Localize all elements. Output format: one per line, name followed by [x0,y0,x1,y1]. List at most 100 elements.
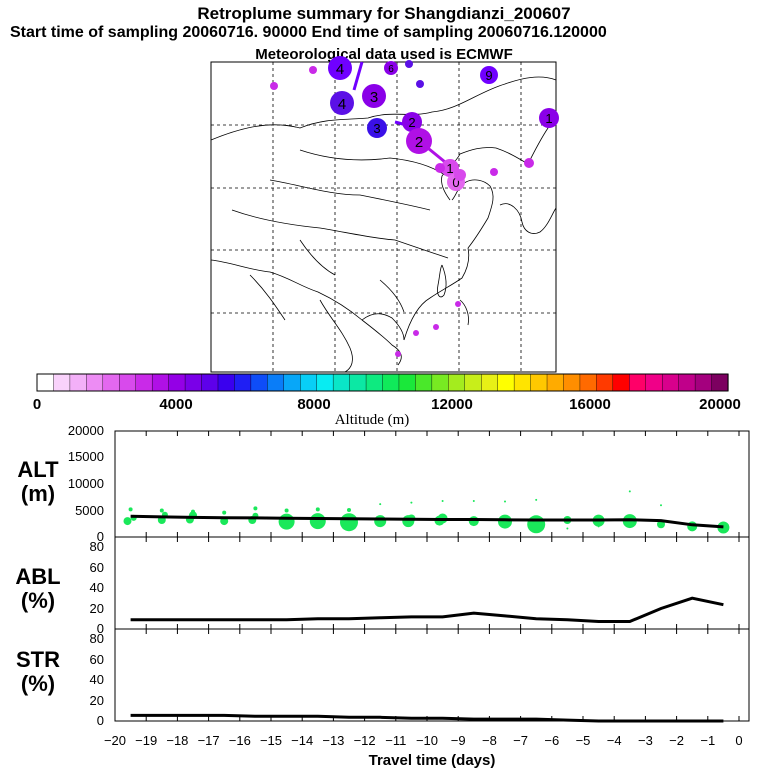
colorbar-cell [596,373,614,392]
plume-marker [455,301,461,307]
alt-series-line [130,514,724,529]
colorbar-cell [250,373,268,392]
colorbar-frame [36,373,729,392]
colorbar-cell [151,373,170,392]
colorbar-cell [645,373,663,392]
colorbar-cell [678,373,696,392]
plume-marker [270,82,278,90]
abl-y-tick: 40 [90,580,104,595]
plume-marker [416,80,424,88]
colorbar-cell [135,373,153,392]
colorbar-cell [332,373,351,392]
colorbar-cell [563,373,581,392]
altitude-cluster-point [660,504,662,507]
colorbar-cell [546,373,565,392]
altitude-cluster-point [527,515,546,534]
altitude-cluster-point [597,525,600,528]
plume-marker [362,84,386,108]
chart-title: Retroplume summary for Shangdianzi_20060… [197,4,571,23]
colorbar-cell [53,373,71,392]
str-y-tick: 60 [90,652,104,667]
alt-y-tick: 0 [97,529,104,544]
x-tick-label: 0 [735,733,742,748]
str-y-tick: 40 [90,672,104,687]
x-tick-label: −8 [482,733,497,748]
str-plot [130,713,724,723]
colorbar-cell [365,373,384,392]
plume-marker [539,108,559,128]
x-tick-label: −5 [576,733,591,748]
colorbar-cell [513,373,532,392]
altitude-cluster-point [123,517,132,526]
colorbar-cell [234,373,252,392]
colorbar-cell [497,373,515,392]
str-y-tick: 20 [90,693,104,708]
abl-y-tick: 0 [97,621,104,636]
colorbar-tick: 12000 [431,396,473,413]
x-tick-label: −16 [229,733,251,748]
abl-series-line [130,596,724,623]
alt-y-tick: 5000 [75,503,104,518]
str-panel-frame [114,628,750,722]
colorbar-tick: 4000 [159,396,192,413]
plume-marker-label: 4 [338,96,346,113]
plume-marker-label: 2 [408,115,415,130]
map-frame [210,61,557,373]
altitude-cluster-point [441,500,444,502]
plume-marker [328,56,352,80]
colorbar-tick: 0 [33,396,41,413]
plume-marker [524,158,534,168]
altitude-cluster-point [472,500,475,502]
altitude-cluster-point [566,527,569,530]
plume-marker [330,91,354,115]
plume-marker [405,60,413,68]
colorbar-cell [316,373,334,392]
x-tick-label: −15 [260,733,282,748]
map-plume-markers: 4 4 3 2 2 3 1 9 6 1 0 [270,56,559,357]
altitude-cluster-point [222,510,227,515]
colorbar-cell [201,373,219,392]
colorbar-cell [415,373,433,392]
x-tick-label: −11 [385,733,406,748]
abl-y-tick: 60 [90,560,104,575]
colorbar-cell [694,373,713,392]
x-tick-label: −14 [291,733,313,748]
plume-marker [395,351,401,357]
sampling-time-line: Start time of sampling 20060716. 90000 E… [10,24,607,41]
colorbar-cell [267,373,285,392]
altitude-cluster-point [468,516,479,527]
colorbar-cell [612,373,630,392]
colorbar-cell [217,373,236,392]
plume-marker-label: 9 [485,68,492,83]
plume-marker [309,66,317,74]
x-axis: −20 −19 −18 −17 −16 −15 −14 −13 −12 −11 −10 −9 −8 −7−… [104,431,743,748]
x-tick-label: −1 [700,733,715,748]
met-data-line: Meteorological data used is ECMWF [255,46,513,63]
abl-plot [130,596,724,623]
colorbar-cell [382,373,400,392]
altitude-cluster-point [498,514,512,529]
x-tick-label: −6 [544,733,559,748]
colorbar-cell [168,373,186,392]
plume-marker [384,61,398,75]
altitude-cluster-point [379,503,382,506]
altitude-cluster-point [315,507,320,512]
plume-marker-label: 4 [336,61,344,78]
plume-track-line [352,61,364,91]
abl-panel-unit: (%) [21,588,55,613]
x-tick-label: −17 [198,733,220,748]
altitude-cluster-point [717,521,730,534]
colorbar-cell [69,373,87,392]
altitude-cluster-point [628,490,631,493]
altitude-cluster-point [309,513,326,530]
str-series-line [130,713,724,723]
altitude-cluster-point [159,508,164,513]
plume-marker [367,118,387,138]
x-tick-label: −9 [451,733,466,748]
x-tick-label: −2 [669,733,684,748]
colorbar-cell [464,373,482,392]
altitude-cluster-point [278,513,295,530]
colorbar-tick: 8000 [297,396,330,413]
colorbar-cell [711,373,729,392]
